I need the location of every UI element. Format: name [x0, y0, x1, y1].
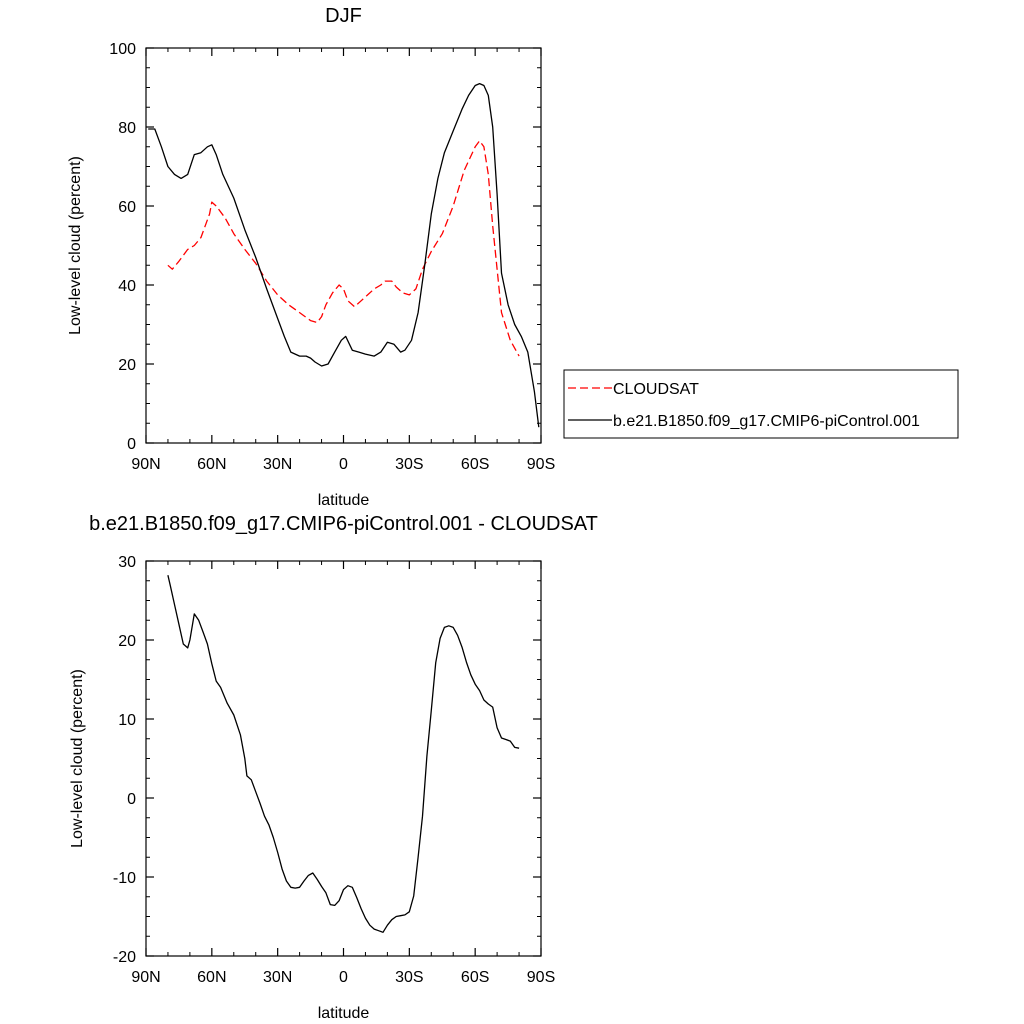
y-tick-label: 0	[127, 436, 136, 453]
x-tick-label: 90S	[527, 456, 555, 473]
x-tick-label: 60S	[461, 456, 489, 473]
chart-title: DJF	[325, 5, 362, 27]
x-tick-label: 60N	[197, 456, 226, 473]
plot-frame	[145, 560, 542, 957]
series-line-0	[167, 140, 520, 357]
x-tick-label: 90N	[131, 969, 160, 986]
y-tick-label: 10	[118, 712, 136, 729]
x-axis-label: latitude	[318, 1005, 370, 1022]
legend-label-0: CLOUDSAT	[613, 381, 699, 398]
x-tick-label: 30N	[263, 456, 292, 473]
y-axis-label: Low-level cloud (percent)	[67, 156, 84, 335]
x-tick-label: 60N	[197, 969, 226, 986]
plot-frame	[145, 47, 542, 444]
x-axis-label: latitude	[318, 492, 370, 509]
legend-box	[563, 369, 959, 439]
y-tick-label: 80	[118, 120, 136, 137]
chart-title: b.e21.B1850.f09_g17.CMIP6-piControl.001 …	[89, 513, 598, 535]
y-tick-label: 20	[118, 357, 136, 374]
y-tick-label: -20	[113, 949, 136, 966]
x-tick-label: 90S	[527, 969, 555, 986]
y-tick-label: 100	[109, 41, 136, 58]
x-tick-label: 0	[339, 969, 348, 986]
x-tick-label: 60S	[461, 969, 489, 986]
y-tick-label: -10	[113, 870, 136, 887]
x-tick-label: 90N	[131, 456, 160, 473]
bottom-panel-difference: b.e21.B1850.f09_g17.CMIP6-piControl.001 …	[69, 513, 598, 1022]
series-line-0	[167, 575, 520, 933]
x-tick-label: 0	[339, 456, 348, 473]
legend-label-1: b.e21.B1850.f09_g17.CMIP6-piControl.001	[613, 413, 920, 430]
x-tick-label: 30S	[395, 456, 423, 473]
y-tick-label: 60	[118, 199, 136, 216]
x-tick-label: 30S	[395, 969, 423, 986]
legend: CLOUDSAT b.e21.B1850.f09_g17.CMIP6-piCont…	[563, 369, 959, 439]
y-axis-label: Low-level cloud (percent)	[69, 669, 86, 848]
y-tick-label: 40	[118, 278, 136, 295]
y-tick-label: 0	[127, 791, 136, 808]
x-tick-label: 30N	[263, 969, 292, 986]
y-tick-label: 20	[118, 633, 136, 650]
top-panel-djf: DJF 90N 60N 30N 0 30S 60S 90S 0 20 40 60 80 100 latitu…	[67, 5, 959, 509]
y-tick-label: 30	[118, 554, 136, 571]
series-line-1	[148, 82, 540, 428]
